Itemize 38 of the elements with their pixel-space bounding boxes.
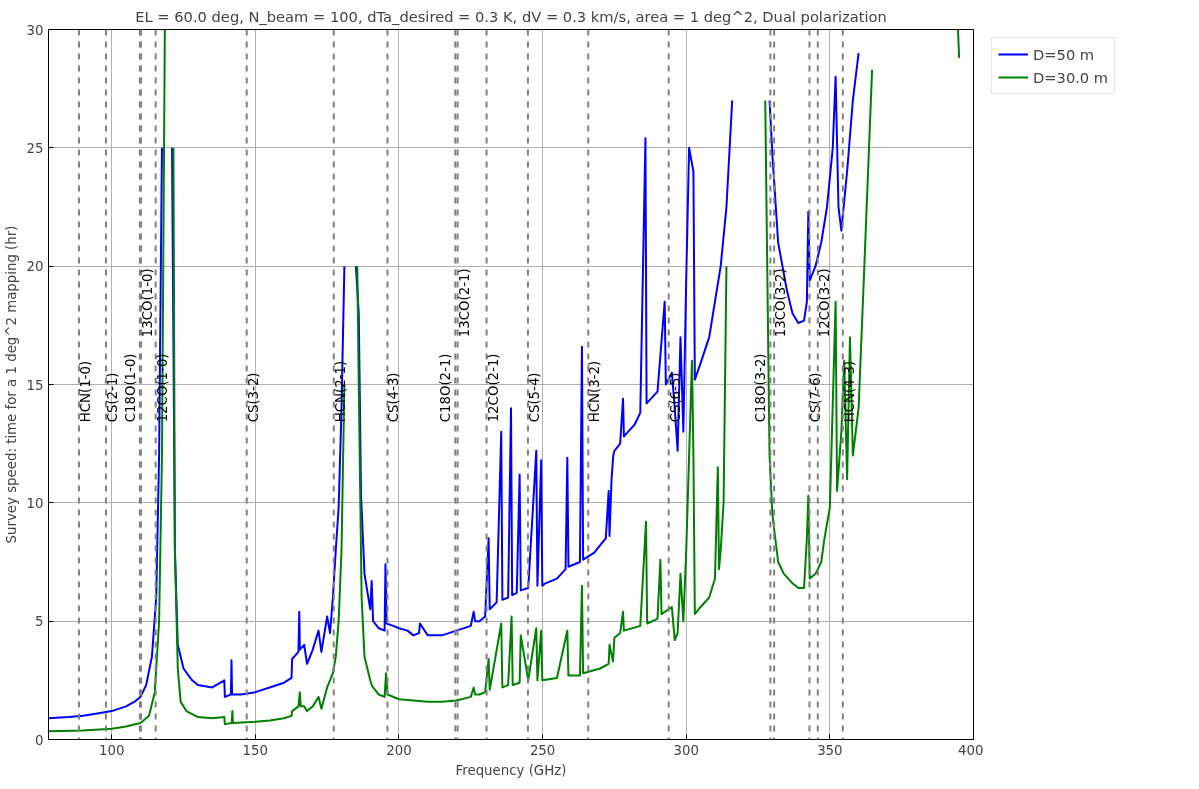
chart-title: EL = 60.0 deg, N_beam = 100, dTa_desired = 0.3 K, dV = 0.3 km/s, area = 1 deg^2, Dual polarization bbox=[135, 7, 887, 25]
ref-line-label: HCN(1-0) bbox=[77, 360, 93, 423]
ref-line-label: 13CO(1-0) bbox=[140, 268, 155, 338]
y-tick-label: 5 bbox=[35, 614, 44, 630]
ref-line-label: HCN(3-2) bbox=[587, 360, 603, 423]
y-tick-label: 0 bbox=[35, 732, 44, 748]
y-tick-label: 20 bbox=[26, 259, 44, 275]
x-tick-label: 200 bbox=[386, 742, 412, 758]
y-tick-label: 25 bbox=[26, 140, 44, 156]
ref-line-label: C18O(2-1) bbox=[438, 353, 454, 423]
y-tick-label: 10 bbox=[26, 495, 44, 511]
x-tick-label: 300 bbox=[673, 742, 699, 758]
x-tick-label: 150 bbox=[242, 742, 269, 758]
y-axis-title: Survey speed: time for a 1 deg^2 mapping (hr) bbox=[3, 225, 19, 544]
y-tick-label: 30 bbox=[26, 22, 44, 38]
x-axis-title: Frequency (GHz) bbox=[455, 762, 567, 778]
ref-line-label: 12CO(3-2) bbox=[816, 268, 832, 338]
x-tick-label: 400 bbox=[958, 742, 984, 758]
ref-line-label: 12CO(1-0) bbox=[154, 353, 170, 423]
y-tick-label: 15 bbox=[26, 377, 44, 393]
ref-line-label: C18O(1-0) bbox=[122, 353, 138, 423]
x-tick-label: 250 bbox=[529, 742, 556, 758]
legend-label: D=30.0 m bbox=[1033, 68, 1109, 86]
ref-line-label: 13CO(2-1) bbox=[456, 268, 472, 338]
x-tick-label: 350 bbox=[817, 742, 843, 758]
legend-label: D=50 m bbox=[1033, 45, 1095, 63]
ref-line-label: CS(6-5) bbox=[667, 372, 683, 423]
ref-line-label: C18O(3-2) bbox=[753, 353, 769, 423]
ref-line-label: CS(2-1) bbox=[104, 372, 120, 423]
ref-line-label: CS(5-4) bbox=[526, 372, 542, 423]
ref-line-label: CS(4-3) bbox=[386, 372, 402, 423]
ref-line-label: HCN(4-3) bbox=[841, 360, 857, 423]
ref-line-label: 12CO(2-1) bbox=[485, 353, 501, 423]
x-tick-label: 100 bbox=[98, 742, 125, 758]
ref-line-label: HCN(2-1) bbox=[332, 360, 348, 423]
ref-line-label: CS(7-6) bbox=[808, 372, 824, 423]
ref-line-label: 13CO(3-2) bbox=[773, 268, 789, 338]
ref-line-label: CS(3-2) bbox=[245, 372, 261, 423]
